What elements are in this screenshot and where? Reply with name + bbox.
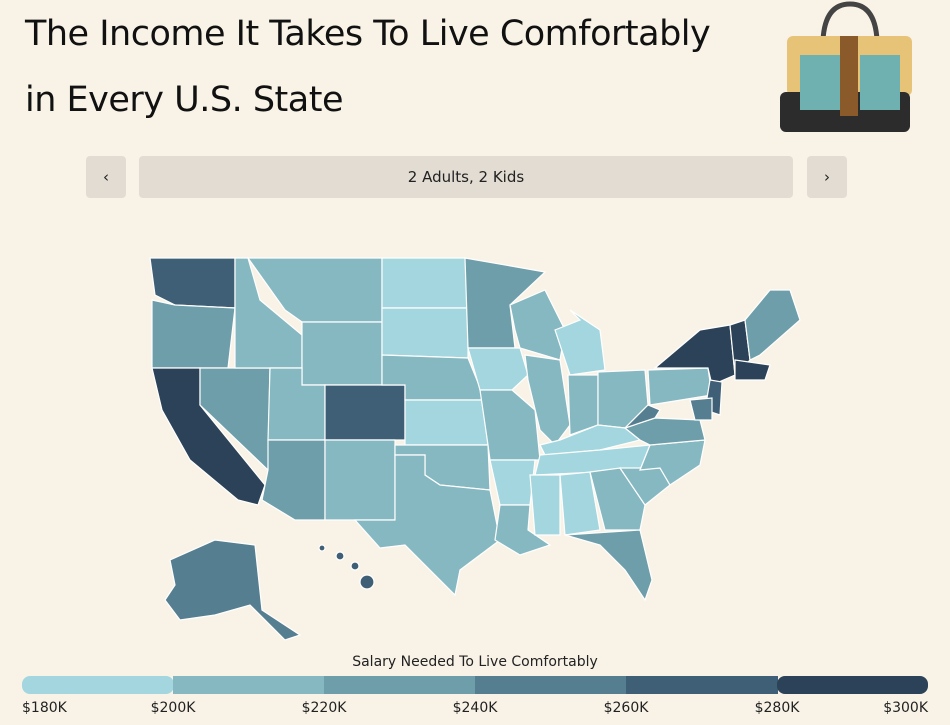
legend-swatch bbox=[777, 676, 928, 694]
legend-tick-label: $180K bbox=[22, 700, 68, 716]
states bbox=[149, 257, 801, 641]
legend-tick-label: $240K bbox=[453, 700, 499, 716]
handbag-icon bbox=[780, 1, 912, 132]
legend-swatch bbox=[173, 676, 325, 694]
legend-swatch bbox=[324, 676, 476, 694]
next-button[interactable]: › bbox=[807, 156, 847, 198]
title: in Every U.S. State bbox=[25, 80, 343, 120]
legend-tick-label: $300K bbox=[883, 700, 929, 716]
legend-tick-label: $280K bbox=[755, 700, 801, 716]
legend-swatch bbox=[475, 676, 627, 694]
legend-tick-label: $260K bbox=[604, 700, 650, 716]
legend-tick-label: $220K bbox=[302, 700, 348, 716]
prev-button[interactable]: ‹ bbox=[86, 156, 126, 198]
legend-swatch bbox=[626, 676, 778, 694]
legend-title: Salary Needed To Live Comfortably bbox=[352, 654, 598, 670]
selector-label[interactable]: 2 Adults, 2 Kids bbox=[139, 156, 793, 198]
legend-tick-label: $200K bbox=[151, 700, 197, 716]
title: The Income It Takes To Live Comfortably bbox=[25, 14, 711, 54]
legend-swatch bbox=[22, 676, 174, 694]
